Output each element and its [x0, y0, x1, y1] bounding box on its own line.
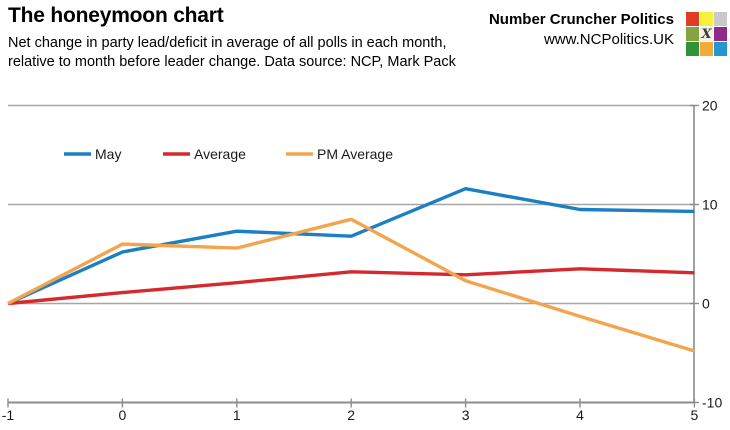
- y-tick-label-10: 10: [702, 197, 718, 213]
- brand-logo: X: [686, 12, 727, 56]
- series-line-may: [7, 186, 695, 306]
- chart-subtitle: Net change in party lead/deficit in aver…: [8, 34, 456, 72]
- logo-color-cell: [700, 42, 713, 56]
- y-tick-label-20: 20: [702, 98, 718, 114]
- logo-color-cell: [714, 12, 727, 26]
- logo-color-cell: [714, 42, 727, 56]
- x-tick-label-0: 0: [119, 407, 127, 423]
- logo-color-cell: [700, 12, 713, 26]
- y-tick-label--10: -10: [702, 395, 722, 411]
- series-line-average: [7, 267, 695, 306]
- chart-header: The honeymoon chart Net change in party …: [8, 4, 456, 72]
- brand-block: Number Cruncher Politics www.NCPolitics.…: [489, 10, 674, 50]
- logo-color-cell: [686, 27, 699, 41]
- legend-label-average: Average: [194, 146, 246, 162]
- legend-label-may: May: [95, 146, 121, 162]
- x-tick-label--1: -1: [2, 407, 15, 423]
- x-tick-label-1: 1: [233, 407, 241, 423]
- brand-url: www.NCPolitics.UK: [543, 31, 674, 48]
- logo-color-cell: [686, 12, 699, 26]
- logo-center-x-cell: X: [700, 26, 713, 42]
- logo-color-cell: [686, 42, 699, 56]
- x-tick-label-2: 2: [347, 407, 355, 423]
- logo-color-cell: [714, 27, 727, 41]
- subtitle-line-1: Net change in party lead/deficit in aver…: [8, 35, 447, 51]
- x-tick-label-3: 3: [462, 407, 470, 423]
- subtitle-line-2: relative to month before leader change. …: [8, 54, 456, 70]
- x-tick-label-5: 5: [691, 407, 699, 423]
- x-tick-label-4: 4: [576, 407, 584, 423]
- y-tick-label-0: 0: [702, 296, 710, 312]
- brand-name: Number Cruncher Politics: [488, 11, 674, 28]
- page-title: The honeymoon chart: [8, 4, 224, 27]
- series-line-pm-average: [7, 217, 695, 353]
- legend-label-pm-average: PM Average: [317, 146, 393, 162]
